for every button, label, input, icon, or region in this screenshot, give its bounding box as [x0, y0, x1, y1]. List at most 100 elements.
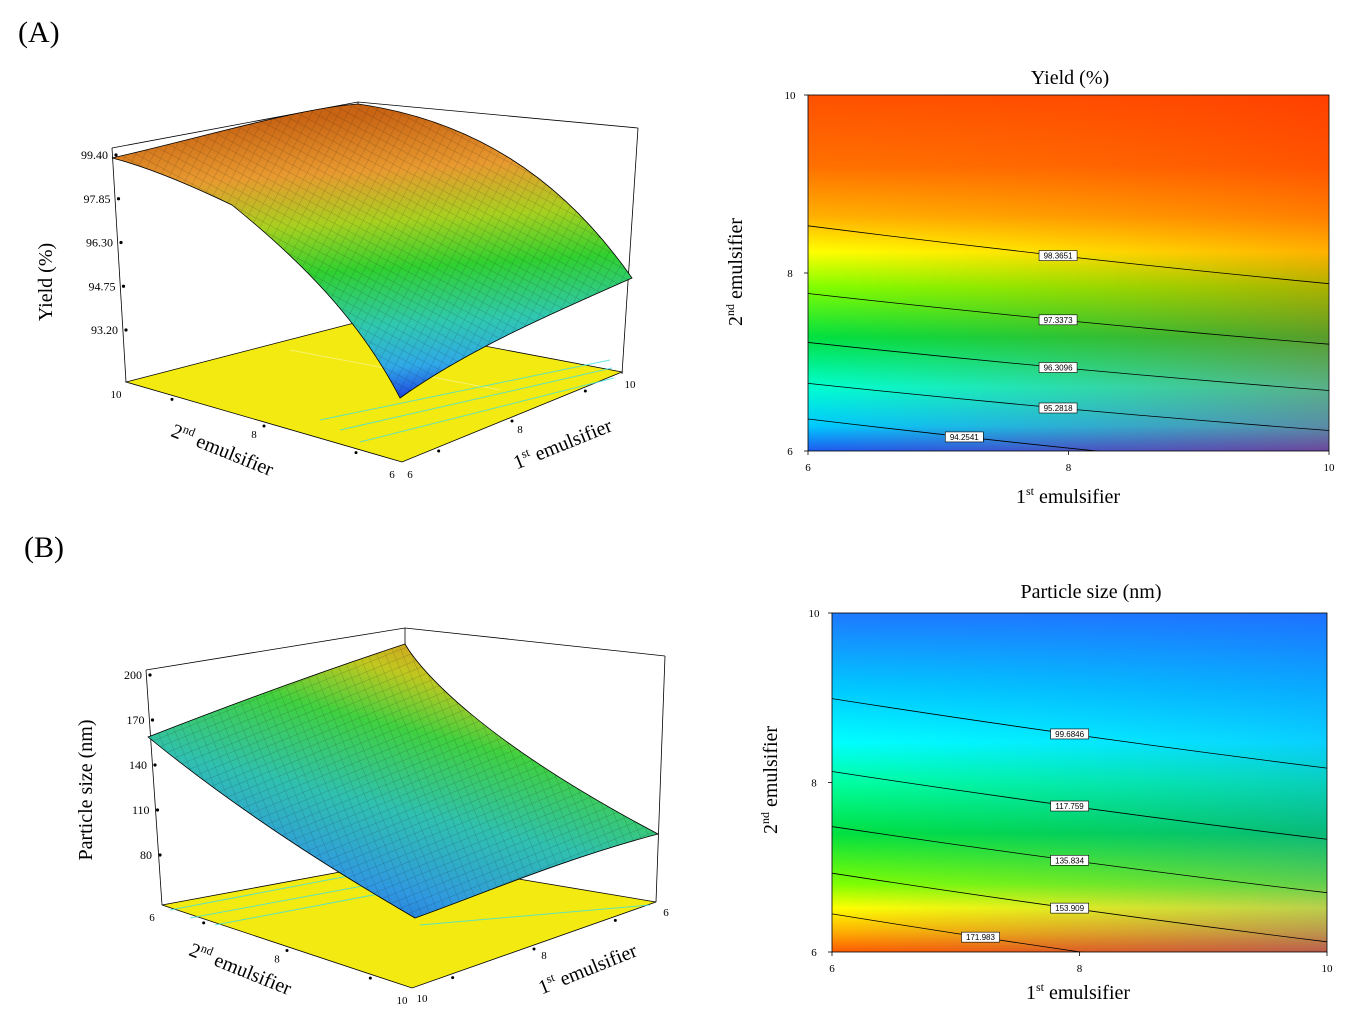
svg-text:96.3096: 96.3096 — [1044, 363, 1073, 372]
y-tick-label: 10 — [785, 90, 797, 102]
z-tick-label: 200 — [124, 668, 142, 682]
z-tick-label: 94.75 — [89, 279, 116, 293]
floor-contour — [419, 904, 651, 926]
svg-text:135.834: 135.834 — [1055, 856, 1084, 865]
x-axis-label: 1st emulsifier — [535, 938, 641, 999]
y-axis-label: 2nd emulsifier — [186, 937, 296, 1000]
x-tick-label: 10 — [1324, 462, 1336, 474]
y-tick-mark — [285, 949, 289, 952]
contour-label: 97.3373 — [1038, 314, 1078, 326]
surface3d-yield: 93.20 94.75 96.30 97.85 99.40 6 8 10 6 8 10 Yiel… — [35, 101, 639, 481]
x-tick-label: 6 — [407, 469, 413, 481]
y-tick-label: 8 — [251, 429, 257, 441]
z-tick-mark — [153, 763, 157, 767]
x-tick-label: 8 — [1066, 462, 1072, 474]
svg-text:97.3373: 97.3373 — [1044, 316, 1073, 325]
svg-text:117.759: 117.759 — [1055, 802, 1084, 811]
y-tick-mark — [262, 424, 266, 428]
y-tick-label: 8 — [811, 778, 817, 790]
z-tick-mark — [124, 328, 128, 332]
contour-label: 98.3651 — [1038, 250, 1078, 261]
z-tick-mark — [116, 197, 121, 201]
x-tick-mark — [451, 976, 455, 980]
chart-title: Yield (%) — [1031, 67, 1109, 89]
y-tick-label: 10 — [809, 608, 821, 620]
y-tick-mark — [368, 976, 372, 980]
z-tick-mark — [119, 240, 123, 245]
panel-label-b: (B) — [24, 531, 64, 564]
box-right-vertical — [621, 127, 639, 375]
floor-plane — [161, 859, 657, 989]
box-right-vertical — [655, 655, 666, 903]
floor-contour — [189, 879, 396, 919]
x-tick-mark — [613, 918, 617, 922]
contour-label: 94.2541 — [944, 431, 984, 443]
z-tick-mark — [155, 808, 160, 812]
x-tick-label: 10 — [625, 379, 637, 391]
x-tick-label: 6 — [829, 963, 835, 975]
y-tick-mark — [170, 397, 174, 401]
svg-text:99.6846: 99.6846 — [1055, 730, 1084, 739]
floor-contour — [169, 869, 381, 911]
floor-contour — [339, 367, 613, 431]
z-tick-label: 110 — [132, 803, 150, 817]
x-tick-label: 10 — [417, 993, 429, 1005]
y-tick-label: 6 — [787, 446, 793, 458]
svg-text:98.3651: 98.3651 — [1044, 252, 1073, 261]
svg-text:95.2818: 95.2818 — [1044, 404, 1073, 413]
x-tick-label: 10 — [1322, 963, 1334, 975]
surface-grid — [112, 104, 632, 398]
z-axis-line — [111, 147, 127, 383]
y-tick-label: 8 — [787, 268, 793, 280]
x-tick-label: 8 — [541, 950, 547, 962]
z-tick-mark — [114, 153, 118, 157]
x-axis-label: 1st emulsifier — [1026, 980, 1130, 1004]
contour-label: 171.983 — [961, 931, 1000, 943]
floor-contour — [359, 377, 615, 443]
y-tick-label: 10 — [397, 995, 409, 1007]
x-axis-label: 1st emulsifier — [510, 413, 616, 474]
y-axis-label: 2nd emulsifier — [168, 418, 278, 481]
z-tick-mark — [158, 853, 162, 857]
z-tick-mark — [150, 718, 155, 722]
z-tick-label: 96.30 — [86, 236, 113, 250]
contour-label: 135.834 — [1050, 854, 1089, 866]
x-tick-label: 6 — [663, 907, 669, 919]
contour-label: 117.759 — [1050, 800, 1089, 812]
svg-text:94.2541: 94.2541 — [950, 433, 979, 442]
y-axis-label: 2nd emulsifier — [758, 726, 782, 834]
z-tick-label: 99.40 — [81, 148, 108, 162]
y-axis-label: 2nd emulsifier — [723, 218, 747, 326]
y-tick-mark — [354, 451, 358, 455]
contour-yield: Yield (%) 98.3651 97.3373 96.3096 95.2818 94… — [723, 67, 1335, 508]
z-tick-label: 170 — [127, 713, 145, 727]
svg-text:153.909: 153.909 — [1055, 904, 1084, 913]
chart-title: Particle size (nm) — [1020, 581, 1161, 603]
z-axis-label: Yield (%) — [35, 243, 57, 321]
contour-label: 99.6846 — [1050, 728, 1089, 740]
x-tick-mark — [532, 947, 536, 951]
contour-shading — [808, 95, 1329, 451]
x-tick-label: 8 — [517, 424, 523, 436]
contour-label: 95.2818 — [1038, 402, 1078, 414]
z-tick-label: 80 — [140, 848, 152, 862]
contour-shading — [832, 613, 1327, 952]
z-axis-line — [145, 669, 163, 906]
x-tick-mark — [510, 419, 514, 423]
y-tick-label: 10 — [111, 389, 123, 401]
floor-plane — [124, 321, 624, 463]
z-axis-label: Particle size (nm) — [75, 719, 97, 860]
z-tick-label: 140 — [129, 758, 147, 772]
x-tick-label: 6 — [805, 462, 811, 474]
y-tick-label: 6 — [149, 912, 155, 924]
y-tick-mark — [202, 921, 206, 925]
x-tick-mark — [437, 449, 441, 453]
svg-text:171.983: 171.983 — [966, 933, 995, 942]
x-tick-mark — [583, 389, 587, 393]
z-tick-mark — [121, 284, 126, 288]
contour-label: 153.909 — [1050, 902, 1089, 914]
y-tick-label: 6 — [389, 469, 395, 481]
floor-contour — [319, 359, 611, 421]
y-tick-label: 6 — [811, 947, 817, 959]
